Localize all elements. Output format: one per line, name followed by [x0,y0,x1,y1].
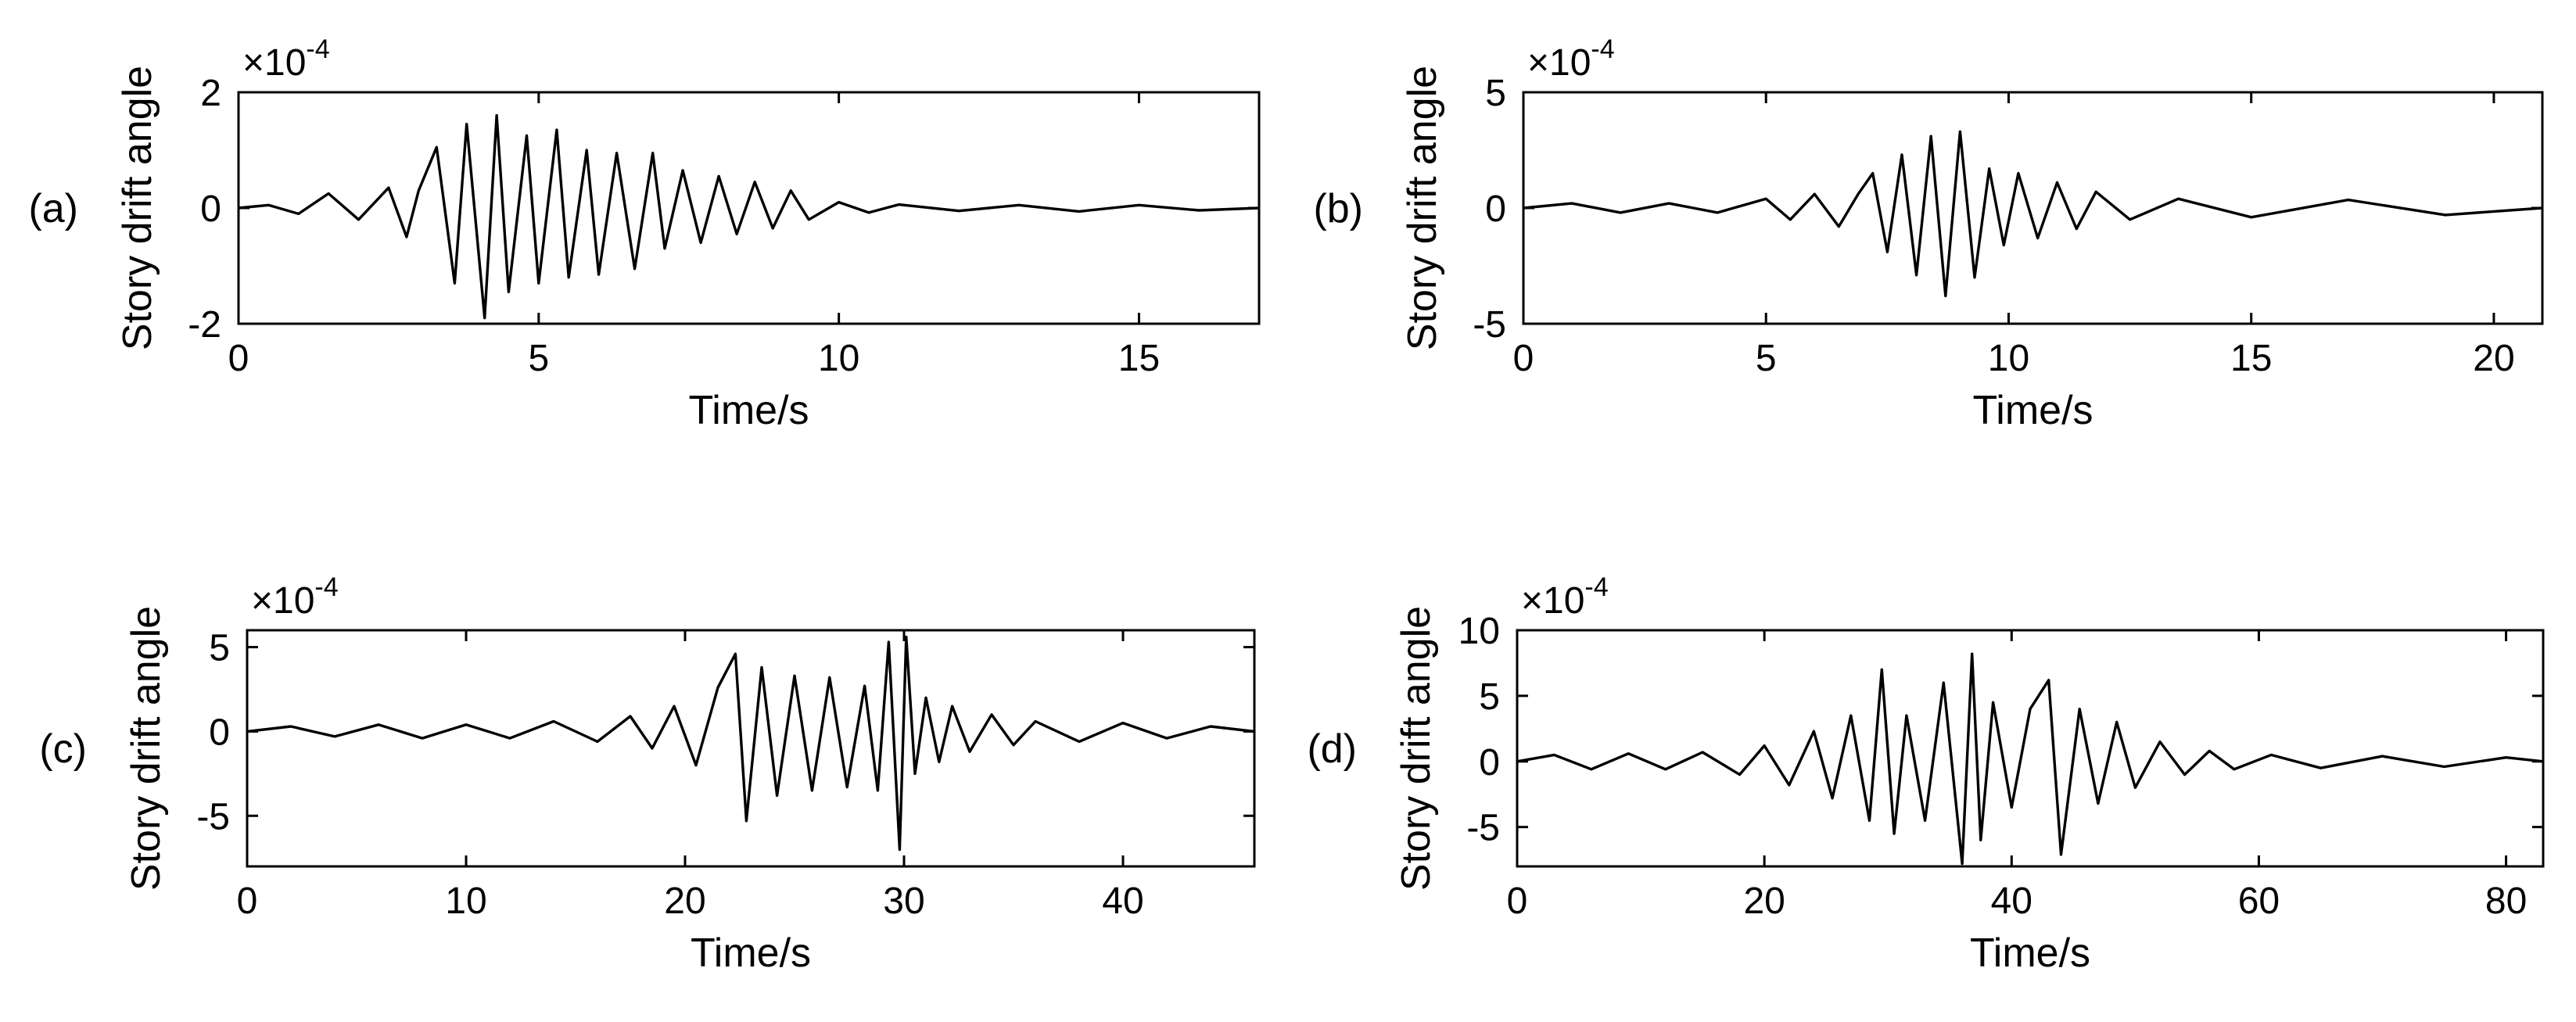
panel-label: (c) [39,726,87,772]
panel-label: (a) [28,186,78,231]
y-exponent: -4 [314,572,338,602]
x-tick-label: 10 [818,338,859,379]
y-tick-label: 10 [1458,611,1500,652]
y-tick-label: 0 [209,712,230,753]
x-tick-label: 20 [1743,880,1785,922]
x-axis-label: Time/s [688,388,809,433]
y-multiplier: ×10 [242,42,306,84]
y-tick-label: 5 [209,628,230,669]
x-tick-label: 20 [2473,338,2514,379]
y-exponent-label: ×10-4 [1527,34,1615,84]
x-tick-label: 60 [2238,880,2280,922]
chart-panel-3: 0 10 20 30 40 -5 0 5 ×10-4 Time/s Story drift angl… [39,572,1256,976]
y-exponent: -4 [1584,572,1608,602]
y-multiplier: ×10 [1521,580,1584,622]
y-tick-label: -2 [188,304,221,346]
y-tick-label: 0 [200,188,221,230]
x-tick-label: 0 [228,338,249,379]
plot-frame [1522,91,2544,325]
x-tick-label: 5 [528,338,549,379]
series-line [246,635,1255,852]
x-tick-label: 5 [1756,338,1777,379]
y-tick-label: -5 [196,796,230,837]
y-exponent-label: ×10-4 [251,572,339,622]
y-tick-label: 2 [200,73,221,114]
y-exponent-label: ×10-4 [242,34,330,84]
x-tick-label: 20 [664,880,705,922]
plot-frame [1516,629,2545,868]
x-tick-label: 15 [2230,338,2272,379]
series-line [238,113,1260,320]
x-tick-label: 15 [1118,338,1160,379]
y-axis-label: Story drift angle [124,606,169,891]
x-tick-label: 0 [237,880,258,922]
x-tick-label: 10 [1988,338,2029,379]
plot-frame [246,629,1256,868]
x-tick-label: 0 [1513,338,1534,379]
x-tick-label: 0 [1507,880,1528,922]
y-tick-label: -5 [1466,808,1500,849]
y-exponent: -4 [1591,34,1614,64]
y-tick-label: 0 [1485,188,1506,230]
y-tick-label: 5 [1485,73,1506,114]
y-axis-label: Story drift angle [1394,606,1439,891]
y-exponent-label: ×10-4 [1521,572,1609,622]
x-tick-label: 40 [1102,880,1143,922]
x-tick-label: 30 [883,880,924,922]
y-exponent: -4 [306,34,329,64]
series-line [1523,130,2543,298]
y-axis-label: Story drift angle [1400,66,1445,350]
y-tick-label: -5 [1473,304,1506,346]
x-tick-label: 80 [2485,880,2527,922]
series-line [1516,652,2544,866]
x-tick-label: 10 [445,880,486,922]
y-tick-label: 0 [1479,742,1500,784]
x-axis-label: Time/s [691,931,811,976]
y-tick-label: 5 [1479,676,1500,718]
panel-label: (d) [1307,726,1357,772]
x-axis-label: Time/s [1970,931,2090,976]
y-axis-label: Story drift angle [115,66,160,350]
y-multiplier: ×10 [251,580,314,622]
panel-label: (b) [1313,186,1363,231]
x-tick-label: 40 [1991,880,2032,922]
y-multiplier: ×10 [1527,42,1591,84]
x-axis-label: Time/s [1972,388,2093,433]
